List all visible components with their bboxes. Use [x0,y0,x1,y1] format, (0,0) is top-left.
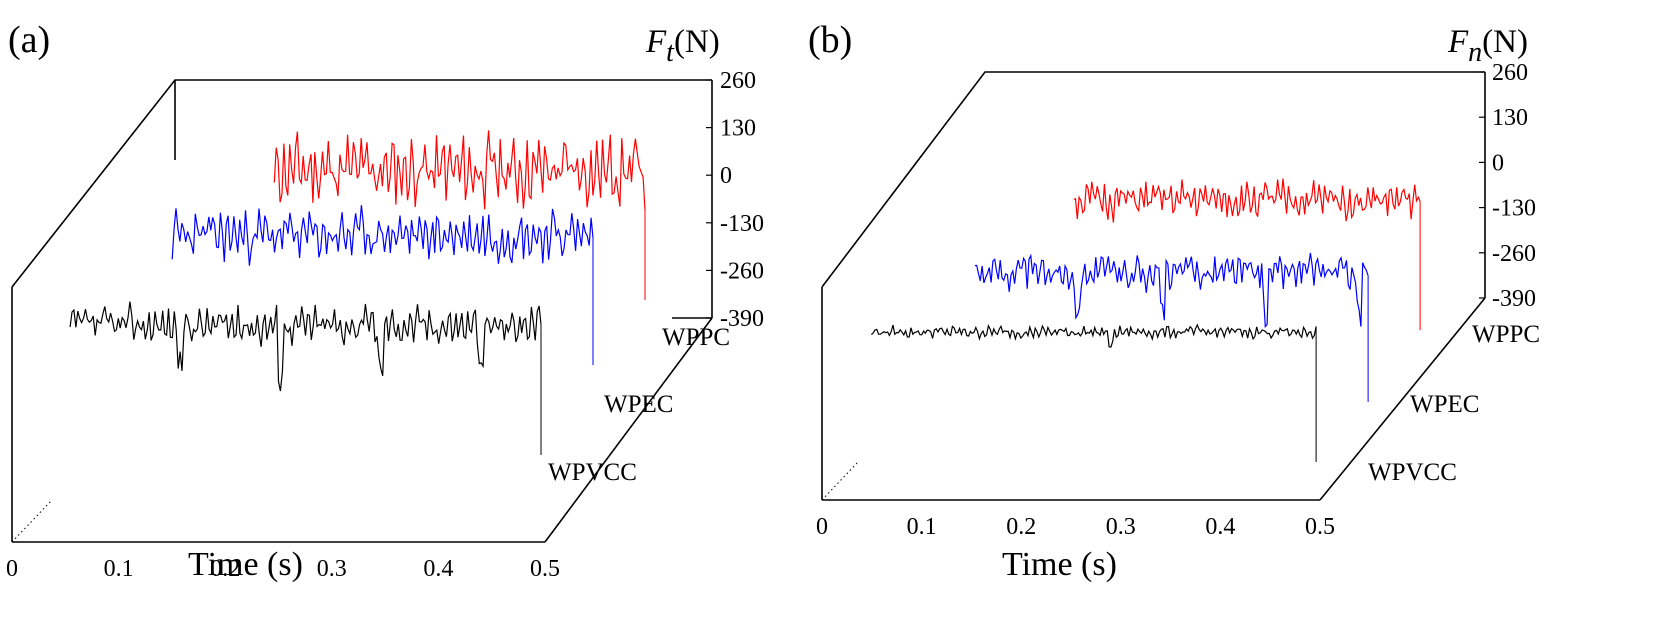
panel-b-series-labels: WPPC WPEC WPVCC [1368,321,1540,486]
panel-a-x-tick: 0.4 [423,556,453,582]
panel-b-y-tick: -130 [1492,196,1536,222]
panel-a-series-labels: WPPC WPEC WPVCC [548,324,730,486]
panel-a-series-label: WPEC [604,391,673,418]
panel-a-series-wppc-line [273,130,646,211]
panel-b-series-label: WPEC [1410,391,1479,418]
panel-b-x-ticks: 0 0.1 0.2 0.3 0.4 0.5 [816,514,1335,540]
panel-a-y-label-symbol: F [645,24,667,60]
panel-a-series-label: WPPC [662,324,730,351]
panel-b-series-wpec-line [974,252,1369,329]
panel-b-series-group [870,178,1421,462]
panel-b-y-tick: -390 [1492,286,1536,312]
panel-b-y-ticks: 260 130 0 -130 -260 -390 [1479,60,1536,312]
panel-b-series-wppc-line [1073,178,1421,223]
panel-b-y-label-subscript: n [1468,37,1482,68]
panel-a-series-label: WPVCC [548,459,637,486]
panel-a-series-wpvcc-line [69,301,542,392]
panel-b-y-label-unit: (N) [1482,24,1528,60]
panel-b-x-tick: 0.3 [1106,514,1136,540]
panel-a-x-tick: 0.1 [104,556,134,582]
panel-b-x-tick: 0.1 [907,514,937,540]
panel-a-series-wpec-line [171,205,594,266]
panel-b-x-tick: 0.4 [1205,514,1235,540]
panel-b-y-label: Fn(N) [1447,24,1528,68]
panel-b-back-wall-top [821,71,1485,288]
panel-a-y-tick: 130 [720,116,756,142]
panel-a-y-tick: -130 [720,211,764,237]
panel-a-x-label: Time (s) [188,546,303,583]
panel-b-series-label: WPPC [1472,321,1540,348]
panel-b-y-tick: 260 [1492,60,1528,86]
panel-a-x-tick: 0.3 [317,556,347,582]
panel-a-x-ticks: 0 0.1 0.2 0.3 0.4 0.5 [6,556,560,582]
panel-a-label: (a) [8,19,50,61]
panel-b-series-label: WPVCC [1368,459,1457,486]
panel-a-y-tick: 0 [720,163,732,189]
panel-a-y-label-subscript: t [666,37,675,68]
panel-b-x-label: Time (s) [1002,546,1117,583]
panel-a-back-wall-top [11,79,712,288]
panel-b-floor-guide [821,461,859,501]
panel-b-x-tick: 0 [816,514,828,540]
panel-b-y-tick: 0 [1492,150,1504,176]
panel-b: (b) 260 130 0 -130 -260 -390 0 0.1 0.2 0… [808,19,1540,583]
panel-a-x-tick: 0.5 [530,556,560,582]
panel-b-x-tick: 0.2 [1006,514,1036,540]
panel-a-y-tick: 260 [720,68,756,94]
panel-a-y-label: Ft(N) [645,24,720,68]
panel-b-y-label-symbol: F [1447,24,1469,60]
panel-b-y-tick: -260 [1492,241,1536,267]
panel-b-depth-axis [1319,297,1486,501]
panel-a-y-tick: -260 [720,258,764,284]
panel-a-x-tick: 0 [6,556,18,582]
panel-a-depth-axis [544,317,713,543]
panel-a-floor-guide [11,499,53,543]
panel-b-label: (b) [808,19,852,61]
panel-b-y-tick: 130 [1492,105,1528,131]
panel-a-y-tick: -390 [720,306,764,332]
panel-a-y-label-unit: (N) [674,24,720,60]
panel-a-y-ticks: 260 130 0 -130 -260 -390 [706,68,764,332]
panel-b-series-wpvcc-line [870,323,1317,348]
panel-b-x-tick: 0.5 [1305,514,1335,540]
panel-a: (a) 260 130 0 -130 -260 -390 0 0.1 0.2 0… [6,19,764,583]
panel-a-series-group [69,130,646,455]
panel-a-x-tick: 0.2 [210,556,240,582]
